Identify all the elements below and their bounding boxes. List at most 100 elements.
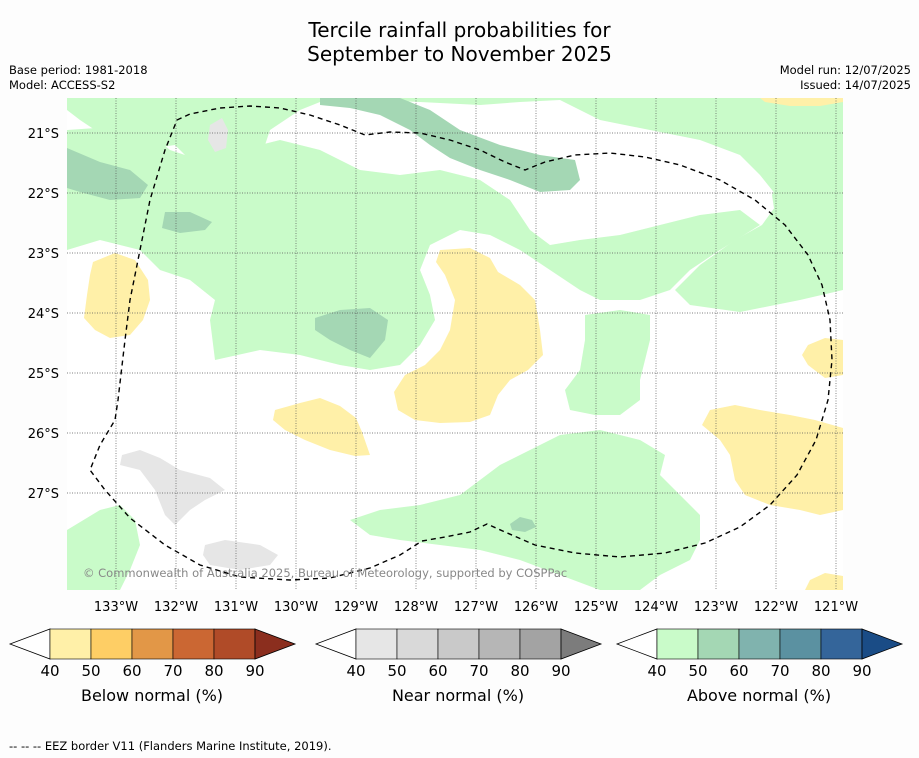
colorbar-tick-label: 40 — [346, 662, 365, 680]
below-normal-region — [805, 573, 843, 590]
colorbar-under-triangle — [615, 628, 658, 660]
colorbar-segment — [49, 628, 92, 660]
model-name: Model: ACCESS-S2 — [9, 78, 116, 92]
below-normal-region — [273, 398, 370, 456]
lon-tick: 132°W — [154, 600, 198, 615]
near-normal-label: Near normal (%) — [391, 686, 525, 705]
lat-tick: 26°S — [28, 427, 59, 442]
colorbar-segment — [396, 628, 439, 660]
colorbar-segment — [437, 628, 480, 660]
colorbar-tick-label: 70 — [163, 662, 182, 680]
colorbar-segment — [131, 628, 174, 660]
map-area — [67, 98, 843, 590]
lon-tick: 121°W — [814, 600, 858, 615]
above-normal-region — [565, 310, 650, 415]
below-normal-region — [702, 405, 843, 515]
colorbar-tick-label: 70 — [469, 662, 488, 680]
colorbar-tick-label: 80 — [510, 662, 529, 680]
lon-tick: 129°W — [334, 600, 378, 615]
below-normal-region — [84, 253, 150, 338]
map-title: Tercile rainfall probabilities for Septe… — [0, 18, 919, 66]
colorbar-group: 40 50 60 70 80 90 40 50 60 70 80 90 40 50 60 70 80 90 — [8, 628, 904, 680]
colorbar-tick-label: 40 — [647, 662, 666, 680]
colorbar-segment — [738, 628, 781, 660]
colorbar-tick-label: 90 — [551, 662, 570, 680]
above-normal-50-region — [320, 98, 580, 192]
above-normal-region — [67, 505, 140, 590]
above-normal-50-region — [315, 308, 388, 358]
colorbar-segment — [213, 628, 256, 660]
above-normal-label: Above normal (%) — [686, 686, 832, 705]
near-normal-region — [208, 118, 228, 152]
colorbar-over-triangle — [861, 628, 904, 660]
lat-tick: 23°S — [28, 247, 59, 262]
colorbar-tick-label: 50 — [688, 662, 707, 680]
above-normal-50-region — [510, 517, 536, 532]
colorbar-tick-label: 60 — [428, 662, 447, 680]
lat-axis: 21°S 22°S 23°S 24°S 25°S 26°S 27°S — [28, 127, 59, 502]
lon-axis: 133°W 132°W 131°W 130°W 129°W 128°W 127°… — [94, 600, 858, 615]
lat-tick: 21°S — [28, 127, 59, 142]
lon-tick: 126°W — [514, 600, 558, 615]
colorbar-segment — [779, 628, 822, 660]
colorbar: 40 50 60 70 80 90 — [314, 628, 603, 680]
colorbar: 40 50 60 70 80 90 — [8, 628, 297, 680]
lat-tick: 27°S — [28, 487, 59, 502]
eez-border — [89, 105, 833, 581]
colorbar-segment — [820, 628, 863, 660]
lat-tick: 24°S — [28, 307, 59, 322]
copyright-text: © Commonwealth of Australia 2025, Bureau… — [83, 566, 567, 580]
meta-right: Model run: 12/07/2025 Issued: 14/07/2025 — [780, 63, 911, 93]
near-normal-region — [203, 540, 278, 570]
colorbar-tick-label: 50 — [81, 662, 100, 680]
colorbar-tick-label: 70 — [770, 662, 789, 680]
colorbar-segment — [172, 628, 215, 660]
below-normal-region — [760, 98, 843, 106]
colorbar-over-triangle — [254, 628, 297, 660]
colorbar-tick-label: 90 — [245, 662, 264, 680]
below-normal-region — [802, 338, 843, 378]
colorbar-segment — [478, 628, 521, 660]
lon-tick: 122°W — [754, 600, 798, 615]
colorbar-under-triangle — [314, 628, 357, 660]
lon-tick: 133°W — [94, 600, 138, 615]
colorbar-segment — [355, 628, 398, 660]
colorbar-over-triangle — [560, 628, 603, 660]
above-normal-50-region — [162, 212, 212, 233]
below-normal-label: Below normal (%) — [80, 686, 224, 705]
above-normal-region — [772, 170, 843, 240]
title-line-2: September to November 2025 — [307, 42, 612, 66]
gridlines — [67, 98, 843, 590]
above-normal-region — [67, 98, 843, 312]
base-period: Base period: 1981-2018 — [9, 63, 148, 77]
meta-left: Base period: 1981-2018 Model: ACCESS-S2 — [9, 63, 148, 93]
issued-date: Issued: 14/07/2025 — [800, 78, 911, 92]
lat-tick: 22°S — [28, 187, 59, 202]
lon-tick: 131°W — [214, 600, 258, 615]
lon-tick: 130°W — [274, 600, 318, 615]
colorbar-tick-label: 40 — [40, 662, 59, 680]
model-run: Model run: 12/07/2025 — [779, 63, 911, 77]
lon-tick: 128°W — [394, 600, 438, 615]
lon-tick: 125°W — [574, 600, 618, 615]
above-normal-50-region — [67, 148, 148, 200]
colorbar-tick-label: 80 — [811, 662, 830, 680]
lon-tick: 123°W — [694, 600, 738, 615]
below-normal-region — [394, 248, 543, 423]
title-line-1: Tercile rainfall probabilities for — [308, 18, 611, 42]
colorbar-tick-label: 50 — [387, 662, 406, 680]
colorbar-tick-label: 60 — [122, 662, 141, 680]
above-normal-region — [67, 98, 330, 175]
lat-tick: 25°S — [28, 367, 59, 382]
colorbar-tick-label: 60 — [729, 662, 748, 680]
eez-footnote: -- -- -- EEZ border V11 (Flanders Marine… — [9, 739, 332, 753]
above-normal-region — [67, 125, 760, 370]
colorbar-segment — [656, 628, 699, 660]
colorbar-segment — [697, 628, 740, 660]
lon-tick: 124°W — [634, 600, 678, 615]
colorbar: 40 50 60 70 80 90 — [615, 628, 904, 680]
above-normal-region — [350, 430, 700, 590]
near-normal-region — [120, 450, 225, 525]
colorbar-tick-label: 90 — [852, 662, 871, 680]
